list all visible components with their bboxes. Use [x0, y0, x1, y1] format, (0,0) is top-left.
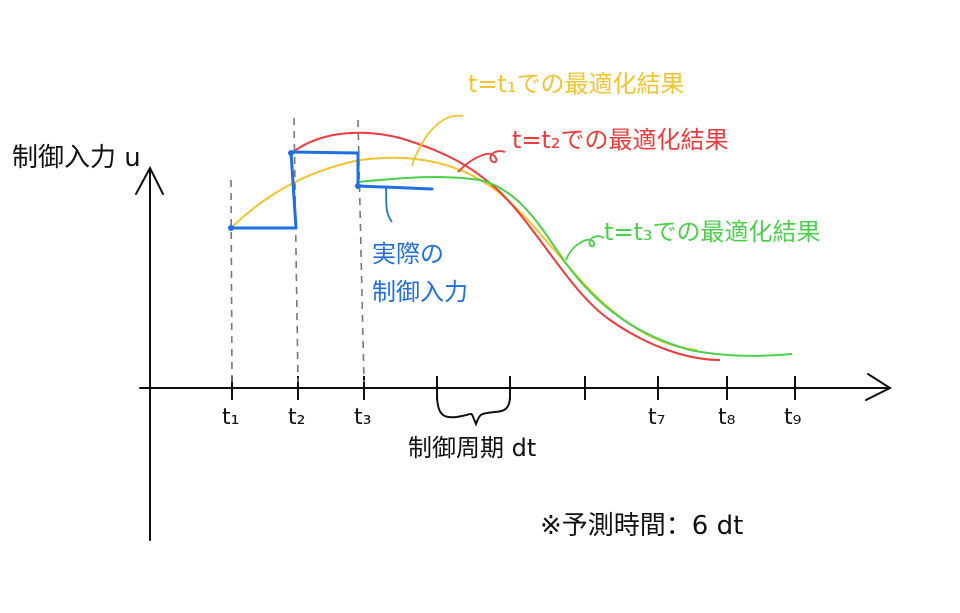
y-axis-arrowhead	[135, 165, 164, 195]
x-axis-arrowhead	[865, 373, 893, 401]
period-label: 制御周期 dt	[408, 434, 536, 462]
leader-t3	[565, 235, 605, 261]
dashed-guide-t1	[230, 179, 233, 383]
dashed-guides	[230, 117, 365, 383]
period-brace	[436, 393, 511, 427]
leader-t2	[457, 150, 506, 173]
y-axis-label: 制御入力 u	[12, 143, 141, 173]
leader-actual	[385, 187, 393, 223]
actual-input	[229, 150, 434, 230]
axes	[135, 165, 893, 541]
actual-input-label-line2: 制御入力	[372, 278, 468, 306]
actual-input-label-line1: 実際の	[372, 240, 444, 268]
actual-input-points	[228, 150, 361, 231]
actual-input-step	[229, 150, 434, 230]
x-tick-labels: t₁ t₂ t₃ t₇ t₈ t₉	[222, 405, 801, 430]
curve-label-t1: t=t₁での最適化結果	[468, 70, 685, 98]
curve-t2	[292, 131, 721, 361]
prediction-horizon-note: ※予測時間：6 dt	[540, 511, 743, 541]
dashed-guide-t2	[293, 117, 299, 383]
point-t1	[228, 225, 234, 231]
tick-label-t1: t₁	[222, 405, 239, 430]
tick-label-t7: t₇	[648, 405, 665, 430]
curve-label-t2: t=t₂での最適化結果	[512, 126, 729, 154]
tick-label-t8: t₈	[718, 405, 736, 430]
tick-label-t2: t₂	[288, 405, 305, 430]
tick-label-t3: t₃	[354, 405, 371, 430]
curve-label-t3: t=t₃での最適化結果	[604, 218, 821, 246]
leader-t1	[411, 114, 464, 167]
point-t2	[288, 150, 294, 156]
curve-t3	[357, 175, 793, 357]
tick-label-t9: t₉	[784, 405, 801, 430]
point-t3	[355, 183, 361, 189]
